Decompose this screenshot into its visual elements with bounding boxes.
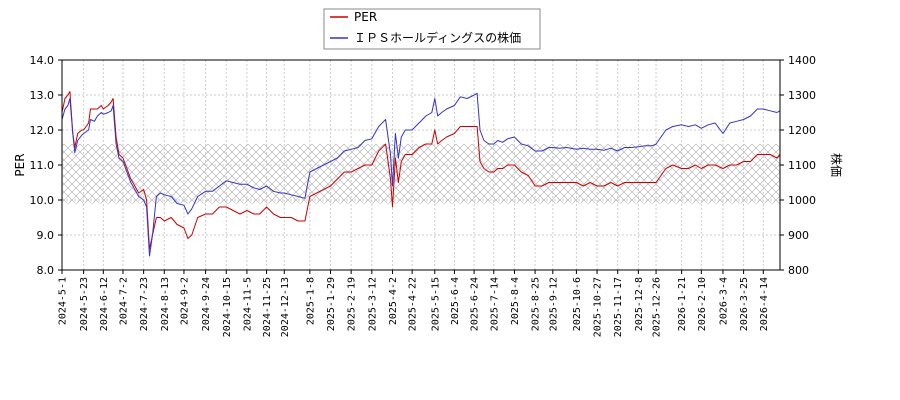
y-left-tick-label: 12.0 [30,124,55,137]
x-tick-label: 2025-5-15 [430,277,441,331]
x-tick-label: 2025-4-2 [388,277,399,325]
x-tick-label: 2025-1-8 [305,277,316,325]
y-right-tick-label: 1300 [788,89,816,102]
x-tick-label: 2024-7-23 [139,277,150,331]
x-tick-label: 2025-1-29 [326,277,337,331]
x-tick-label: 2025-10-27 [593,277,604,337]
x-tick-label: 2026-3-25 [739,277,750,331]
x-tick-label: 2025-12-8 [634,277,645,331]
x-tick-label: 2025-10-6 [572,277,583,331]
y-left-tick-label: 8.0 [37,264,55,277]
x-tick-label: 2024-9-2 [179,277,190,325]
y-axis-right-label: 株価 [829,153,844,177]
x-tick-label: 2025-12-26 [652,277,663,337]
legend: PER ＩＰＳホールディングスの株価 [323,8,541,50]
x-tick-label: 2025-3-12 [367,277,378,331]
y-right-tick-label: 1100 [788,159,816,172]
x-tick-label: 2026-1-21 [677,277,688,331]
x-tick-label: 2025-8-4 [510,277,521,325]
x-tick-label: 2024-7-2 [118,277,129,325]
x-tick-label: 2026-3-4 [718,277,729,325]
shaded-band [62,144,780,204]
x-tick-label: 2024-9-24 [201,277,212,331]
y-left-tick-label: 14.0 [30,54,55,67]
y-right-tick-label: 1400 [788,54,816,67]
series-line-stock-price [62,92,780,257]
x-tick-label: 2025-4-22 [408,277,419,331]
x-tick-label: 2025-7-14 [489,277,500,331]
x-tick-label: 2025-11-17 [613,277,624,337]
x-tick-label: 2024-5-23 [79,277,90,331]
y-right-tick-label: 900 [788,229,809,242]
x-tick-label: 2025-8-25 [531,277,542,331]
y-axis-left-label: PER [13,153,27,176]
x-tick-label: 2025-6-4 [450,277,461,325]
x-tick-label: 2024-8-13 [160,277,171,331]
x-tick-label: 2024-11-5 [242,277,253,331]
x-tick-label: 2026-2-10 [697,277,708,331]
y-left-tick-label: 11.0 [30,159,55,172]
y-right-tick-label: 1200 [788,124,816,137]
x-tick-label: 2025-6-24 [470,277,481,331]
y-right-tick-label: 800 [788,264,809,277]
legend-label-per: PER [354,10,377,24]
x-tick-label: 2024-5-1 [58,277,69,325]
x-tick-label: 2026-4-14 [759,277,770,331]
x-tick-label: 2025-9-12 [548,277,559,331]
x-tick-label: 2024-10-15 [222,277,233,337]
y-left-tick-label: 13.0 [30,89,55,102]
series-line-per [62,91,780,250]
y-left-tick-label: 9.0 [37,229,55,242]
x-tick-label: 2024-11-25 [262,277,273,337]
legend-label-stock-price: ＩＰＳホールディングスの株価 [354,30,521,45]
y-right-tick-label: 1000 [788,194,816,207]
x-tick-label: 2025-2-19 [347,277,358,331]
y-left-tick-label: 10.0 [30,194,55,207]
x-tick-label: 2024-6-12 [99,277,110,331]
legend-box [323,8,541,50]
x-tick-label: 2024-12-13 [280,277,291,337]
